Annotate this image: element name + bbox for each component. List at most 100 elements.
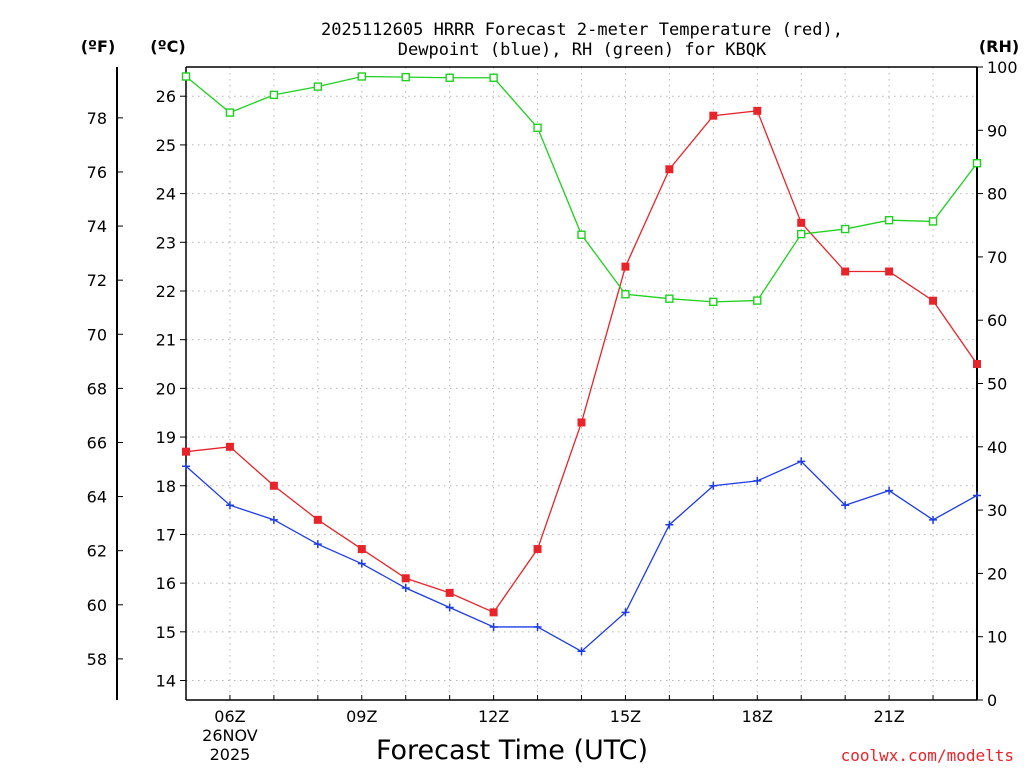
y-tick-label-rh: 60 xyxy=(987,311,1007,330)
axes xyxy=(116,66,983,701)
y-tick-label-celsius: 23 xyxy=(156,233,176,252)
y-tick-label-rh: 80 xyxy=(987,185,1007,204)
x-tick-label: 12Z xyxy=(478,707,509,726)
y-tick-label-celsius: 14 xyxy=(156,672,176,691)
temperature-point xyxy=(401,574,410,583)
y-tick-label-fahrenheit: 76 xyxy=(87,163,107,182)
y-tick-label-fahrenheit: 62 xyxy=(87,542,107,561)
celsius-unit-label: (ºC) xyxy=(150,37,185,56)
y-tick-label-rh: 30 xyxy=(987,501,1007,520)
temperature-point xyxy=(841,267,850,276)
credit-link[interactable]: coolwx.com/modelts xyxy=(841,746,1014,765)
temperature-point xyxy=(182,447,190,456)
rh-unit-label: (RH) xyxy=(979,37,1019,56)
y-tick-label-fahrenheit: 66 xyxy=(87,433,107,452)
y-tick-label-celsius: 18 xyxy=(156,477,176,496)
temperature-point xyxy=(577,418,586,427)
temperature-point xyxy=(973,360,981,369)
dewpoint-point xyxy=(357,559,366,568)
rh-point xyxy=(797,229,806,239)
temperature-point xyxy=(621,262,630,271)
y-tick-label-celsius: 20 xyxy=(156,379,176,398)
dewpoint-point xyxy=(313,540,322,549)
rh-point xyxy=(181,72,191,81)
temperature-point xyxy=(753,106,762,115)
rh-point xyxy=(489,73,498,82)
y-tick-label-celsius: 15 xyxy=(156,623,176,642)
x-tick-label: 21Z xyxy=(873,707,904,726)
dewpoint-point xyxy=(885,486,894,495)
dewpoint-point xyxy=(533,622,542,631)
dewpoint-point xyxy=(225,501,234,510)
rh-point xyxy=(357,72,366,81)
y-tick-label-celsius: 21 xyxy=(156,331,176,350)
dewpoint-point xyxy=(445,603,454,612)
y-tick-label-fahrenheit: 64 xyxy=(87,488,107,507)
rh-point xyxy=(928,217,938,226)
rh-point xyxy=(269,90,279,100)
y-tick-label-celsius: 25 xyxy=(156,136,176,155)
dewpoint-point xyxy=(577,647,586,656)
rh-point xyxy=(972,159,982,168)
y-tick-label-rh: 100 xyxy=(987,58,1018,77)
rh-point xyxy=(840,224,850,234)
dewpoint-point xyxy=(973,491,981,500)
temperature-point xyxy=(929,296,938,305)
dewpoint-point xyxy=(401,584,410,593)
x-tick-label: 06Z xyxy=(214,707,245,726)
dewpoint-point xyxy=(929,515,938,524)
y-tick-label-rh: 40 xyxy=(987,438,1007,457)
temperature-point xyxy=(709,111,718,120)
rh-point xyxy=(577,230,586,239)
temperature-point xyxy=(885,267,894,276)
temperature-point xyxy=(489,608,498,617)
y-tick-label-celsius: 22 xyxy=(156,282,176,301)
rh-point xyxy=(401,72,410,82)
y-tick-label-celsius: 17 xyxy=(156,525,176,544)
x-tick-label: 15Z xyxy=(610,707,641,726)
y-tick-label-fahrenheit: 72 xyxy=(87,271,107,290)
rh-point xyxy=(753,296,762,305)
temperature-point xyxy=(357,545,366,554)
y-tick-label-rh: 50 xyxy=(987,375,1007,394)
tick-labels: 1415161718192021222324252606Z26NOV202509… xyxy=(87,58,1018,764)
rh-point xyxy=(445,73,454,82)
rh-point xyxy=(533,123,542,132)
data-series xyxy=(181,72,982,656)
y-tick-label-celsius: 16 xyxy=(156,574,176,593)
temperature-point xyxy=(269,481,278,490)
dewpoint-point xyxy=(665,520,674,529)
x-axis-title: Forecast Time (UTC) xyxy=(376,735,648,766)
y-tick-label-rh: 10 xyxy=(987,628,1007,647)
dewpoint-point xyxy=(269,515,278,524)
rh-point xyxy=(665,294,674,303)
temperature-point xyxy=(225,442,234,451)
y-tick-label-celsius: 24 xyxy=(156,185,176,204)
rh-point xyxy=(225,108,235,117)
y-tick-label-fahrenheit: 68 xyxy=(87,379,107,398)
dewpoint-point xyxy=(797,457,806,466)
x-tick-label: 09Z xyxy=(346,707,377,726)
rh-point xyxy=(709,297,718,307)
y-tick-label-rh: 0 xyxy=(987,691,997,710)
x-date-label-year: 2025 xyxy=(210,745,251,764)
rh-point xyxy=(884,215,894,225)
rh-point xyxy=(621,290,630,299)
y-tick-label-fahrenheit: 74 xyxy=(87,217,107,236)
dewpoint-point xyxy=(621,608,630,617)
fahrenheit-unit-label: (ºF) xyxy=(81,37,116,56)
temperature-point xyxy=(445,588,454,597)
temperature-point xyxy=(665,165,674,174)
y-tick-label-celsius: 26 xyxy=(156,87,176,106)
dewpoint-point xyxy=(489,622,498,631)
y-tick-label-fahrenheit: 58 xyxy=(87,650,107,669)
y-tick-label-fahrenheit: 60 xyxy=(87,596,107,615)
dewpoint-point xyxy=(182,462,190,471)
x-tick-label: 18Z xyxy=(742,707,773,726)
dewpoint-point xyxy=(709,481,718,490)
temperature-point xyxy=(313,515,322,524)
chart-title-line1: 2025112605 HRRR Forecast 2-meter Tempera… xyxy=(321,20,843,40)
y-tick-label-fahrenheit: 70 xyxy=(87,325,107,344)
dewpoint-point xyxy=(753,476,762,485)
